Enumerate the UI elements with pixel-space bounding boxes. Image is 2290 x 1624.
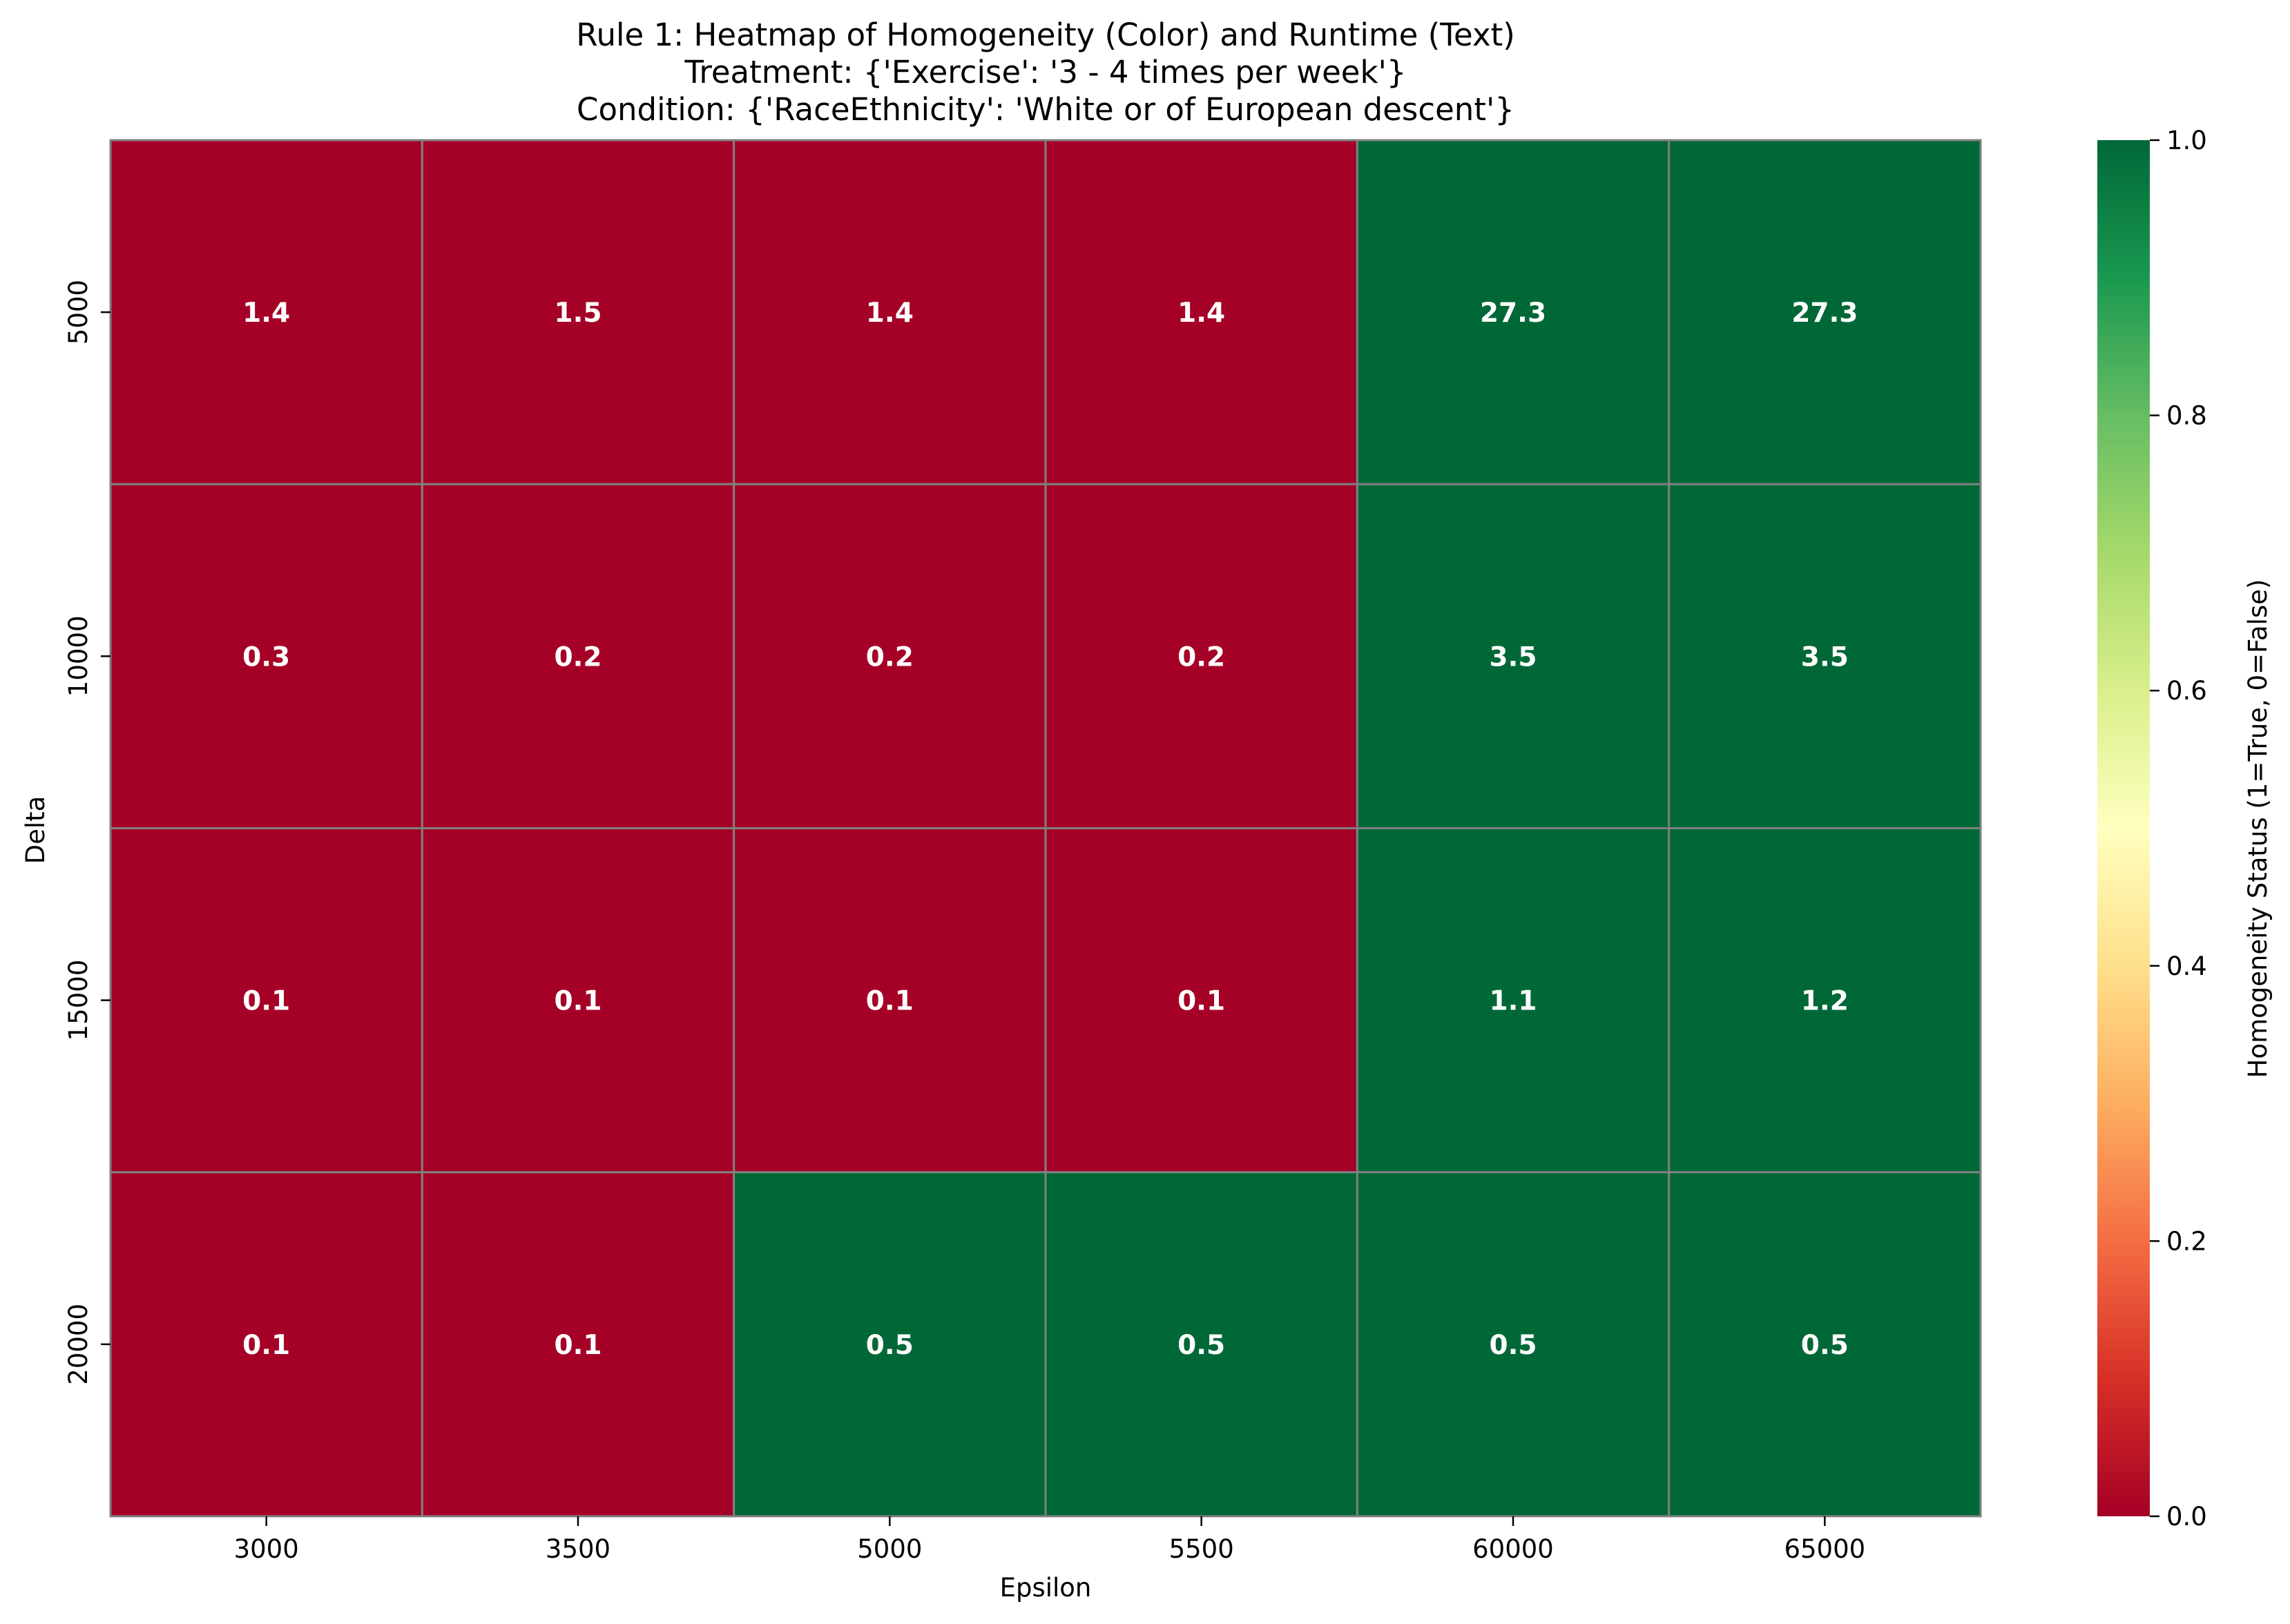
cell-runtime-label: 0.5 [1801,1330,1849,1361]
heatmap-cell [1668,483,1982,829]
cell-runtime-label: 27.3 [1791,298,1858,329]
chart-title-line-2: Treatment: {'Exercise': '3 - 4 times per… [684,54,1406,90]
colorbar-label: Homogeneity Status (1=True, 0=False) [2243,579,2273,1079]
heatmap-cell [109,827,423,1174]
cell-runtime-label: 0.2 [866,641,914,673]
x-tick-label: 65000 [1784,1534,1865,1564]
colorbar-tick-label: 1.0 [2166,126,2207,155]
y-axis-ticks: 5000 10000 15000 20000 [64,280,110,1385]
cell-runtime-label: 1.2 [1801,986,1849,1017]
heatmap-cell [1668,1171,1982,1518]
cell-runtime-label: 27.3 [1480,298,1546,329]
heatmap-cells [109,139,1982,1518]
y-axis-label: Delta [21,796,50,864]
cell-runtime-label: 0.5 [1177,1330,1225,1361]
x-tick-label: 3500 [546,1534,610,1564]
cell-runtime-label: 0.1 [242,986,290,1017]
cell-runtime-label: 0.1 [866,986,914,1017]
x-axis-ticks: 3000 3500 5000 5500 60000 65000 [234,1516,1865,1564]
heatmap-cell-labels: 1.4 1.5 1.4 1.4 27.3 27.3 0.3 0.2 0.2 0.2 3.5 3.5 0.… [242,298,1858,1361]
colorbar-gradient [2097,140,2150,1516]
heatmap-cell [1044,1171,1358,1518]
heatmap-cell [421,1171,735,1518]
heatmap-cell [1668,139,1982,485]
cell-runtime-label: 1.4 [866,298,914,329]
cell-runtime-label: 0.1 [242,1330,290,1361]
y-tick-label: 10000 [64,616,93,697]
heatmap-cell [733,1171,1047,1518]
heatmap-cell [733,139,1047,485]
cell-runtime-label: 0.2 [554,641,602,673]
heatmap-cell [421,139,735,485]
colorbar-tick-label: 0.4 [2166,951,2207,981]
colorbar-tick-label: 0.8 [2166,401,2207,431]
colorbar: 0.0 0.2 0.4 0.6 0.8 1.0 Homogeneity Status (1… [2097,126,2273,1531]
heatmap-cell [1044,483,1358,829]
cell-runtime-label: 3.5 [1489,641,1537,673]
x-tick-label: 60000 [1472,1534,1554,1564]
chart-title: Rule 1: Heatmap of Homogeneity (Color) a… [576,17,1515,128]
heatmap-cell [109,139,423,485]
cell-runtime-label: 1.4 [1177,298,1225,329]
y-tick-label: 20000 [64,1304,93,1385]
cell-runtime-label: 0.2 [1177,641,1225,673]
x-axis-label: Epsilon [1000,1573,1092,1603]
cell-runtime-label: 0.1 [554,986,602,1017]
cell-runtime-label: 1.5 [554,298,602,329]
chart-title-line-1: Rule 1: Heatmap of Homogeneity (Color) a… [576,17,1515,53]
y-tick-label: 15000 [64,960,93,1041]
colorbar-tick-label: 0.0 [2166,1502,2207,1531]
x-tick-label: 3000 [234,1534,299,1564]
y-tick-label: 5000 [64,280,93,345]
heatmap-cell [1044,827,1358,1174]
colorbar-tick-label: 0.6 [2166,676,2207,706]
x-tick-label: 5000 [857,1534,922,1564]
cell-runtime-label: 0.5 [866,1330,914,1361]
cell-runtime-label: 1.1 [1489,986,1537,1017]
colorbar-tick-label: 0.2 [2166,1226,2207,1256]
cell-runtime-label: 1.4 [242,298,290,329]
chart-title-line-3: Condition: {'RaceEthnicity': 'White or o… [577,91,1514,128]
heatmap-cell [109,483,423,829]
cell-runtime-label: 3.5 [1801,641,1849,673]
cell-runtime-label: 0.5 [1489,1330,1537,1361]
heatmap-cell [1356,139,1671,485]
heatmap-cell [421,827,735,1174]
cell-runtime-label: 0.1 [554,1330,602,1361]
cell-runtime-label: 0.1 [1177,986,1225,1017]
heatmap-cell [109,1171,423,1518]
heatmap-cell [421,483,735,829]
heatmap-cell [1356,1171,1671,1518]
heatmap-cell [1668,827,1982,1174]
colorbar-ticks: 0.0 0.2 0.4 0.6 0.8 1.0 [2150,126,2207,1531]
cell-runtime-label: 0.3 [242,641,290,673]
heatmap-cell [1356,827,1671,1174]
heatmap-cell [733,827,1047,1174]
x-tick-label: 5500 [1169,1534,1234,1564]
heatmap-cell [1044,139,1358,485]
